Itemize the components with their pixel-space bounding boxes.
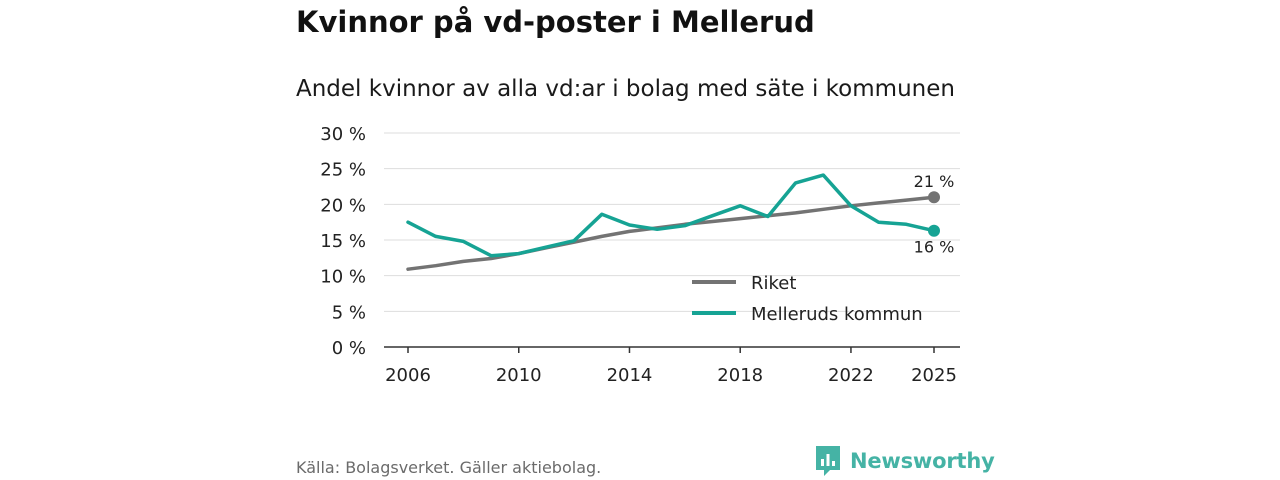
brand-name: Newsworthy [850, 449, 995, 473]
legend-label: Riket [751, 273, 796, 294]
y-tick-label: 5 % [332, 302, 366, 323]
end-labels: 21 % 16 % [914, 172, 955, 257]
y-tick-label: 10 % [320, 267, 366, 288]
line-chart: 0 % 5 % 10 % 15 % 20 % 25 % 30 % 2006 2010 2014 20… [320, 124, 960, 386]
y-tick-label: 15 % [320, 231, 366, 252]
x-tick-label: 2025 [911, 365, 957, 386]
end-point-riket [928, 191, 940, 204]
end-label-mellerud: 16 % [914, 238, 955, 257]
legend: Riket Melleruds kommun [692, 273, 923, 325]
y-tick-label: 25 % [320, 160, 366, 181]
y-tick-label: 30 % [320, 124, 366, 145]
x-tick-label: 2006 [385, 365, 431, 386]
y-tick-label: 0 % [332, 338, 366, 359]
newsworthy-logo-icon [816, 446, 840, 476]
legend-label: Melleruds kommun [751, 304, 923, 325]
y-tick-label: 20 % [320, 195, 366, 216]
chart-title: Kvinnor på vd-poster i Mellerud [296, 5, 815, 39]
x-tick-label: 2022 [828, 365, 874, 386]
x-tick-label: 2010 [496, 365, 542, 386]
source-note: Källa: Bolagsverket. Gäller aktiebolag. [296, 458, 602, 477]
end-label-riket: 21 % [914, 172, 955, 191]
x-tick-label: 2014 [607, 365, 653, 386]
chart-subtitle: Andel kvinnor av alla vd:ar i bolag med … [296, 76, 955, 102]
series-line-mellerud [406, 173, 936, 258]
end-point-mellerud [928, 224, 940, 237]
axes: 0 % 5 % 10 % 15 % 20 % 25 % 30 % 2006 2010 2014 20… [320, 124, 960, 386]
series-lines [406, 173, 940, 271]
x-tick-label: 2018 [717, 365, 763, 386]
brand-logo: Newsworthy [814, 444, 995, 478]
grid-lines [384, 132, 960, 312]
